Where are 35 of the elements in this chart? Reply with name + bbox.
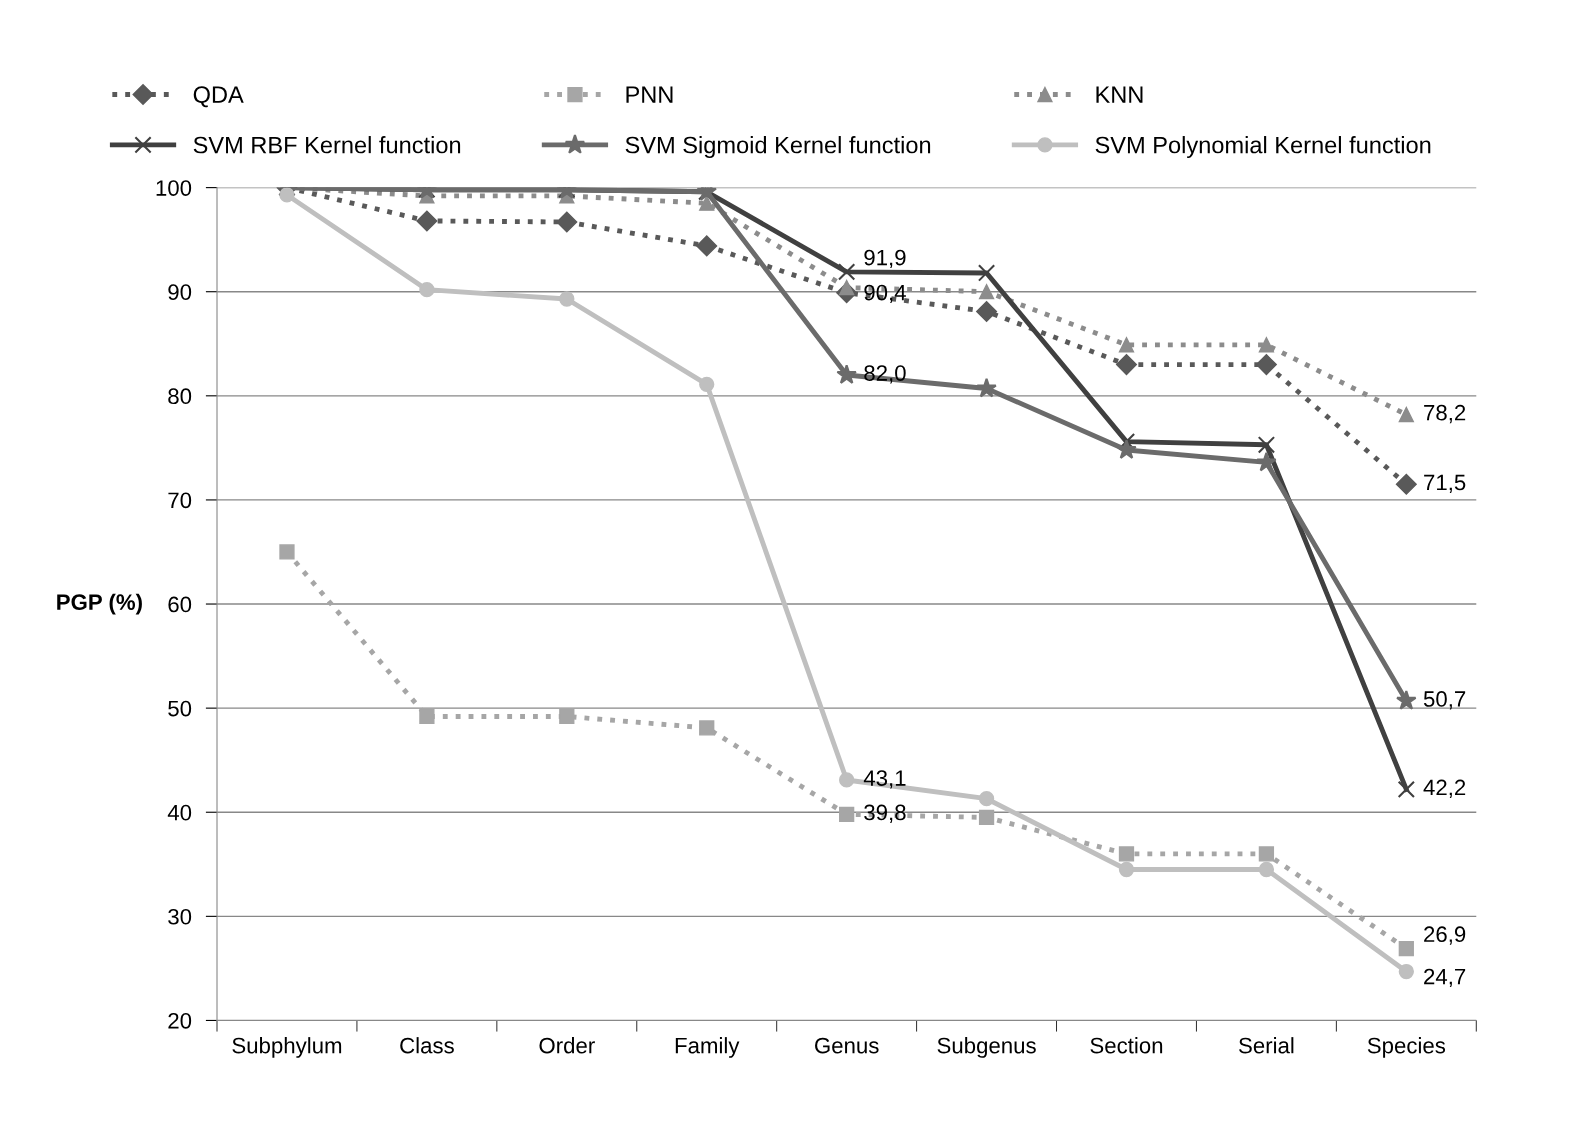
y-tick-label: 70	[168, 492, 192, 509]
data-label: 43,1	[863, 770, 906, 789]
y-tick-label: 30	[168, 908, 192, 925]
x-tick-label: Subgenus	[937, 1037, 1036, 1058]
x-tick-label: Section	[1090, 1037, 1163, 1054]
x-tick-label: Species	[1367, 1037, 1446, 1058]
legend-label: SVM Sigmoid Kernel function	[625, 136, 931, 159]
data-label: 78,2	[1424, 404, 1466, 424]
legend-label: SVM RBF Kernel function	[193, 136, 461, 154]
x-tick-label: Subphylum	[232, 1037, 342, 1058]
y-tick-label: 60	[168, 596, 192, 613]
data-label: 91,9	[864, 249, 906, 269]
x-tick-label: Order	[539, 1037, 595, 1054]
data-label: 26,9	[1424, 926, 1466, 945]
data-label: 71,5	[1424, 474, 1466, 493]
x-tick-label: Family	[675, 1037, 740, 1058]
y-tick-label: 80	[168, 388, 192, 405]
x-tick-label: Serial	[1239, 1037, 1294, 1054]
y-tick-label: 40	[167, 804, 192, 821]
y-tick-label: 100	[156, 180, 192, 196]
legend-label: KNN	[1096, 86, 1143, 103]
y-axis-title: PGP (%)	[57, 593, 142, 615]
y-tick-label: 50	[168, 700, 192, 717]
data-label: 90,4	[864, 284, 906, 304]
y-tick-label: 20	[168, 1012, 192, 1029]
y-tick-label: 90	[168, 284, 192, 300]
legend-label: QDA	[193, 86, 244, 108]
data-label: 50,7	[1423, 691, 1466, 710]
data-label: 24,7	[1424, 968, 1466, 988]
data-label: 42,2	[1423, 779, 1466, 798]
x-tick-label: Genus	[815, 1037, 879, 1054]
data-label: 39,8	[864, 804, 906, 823]
legend-label: PNN	[626, 86, 673, 103]
legend-label: SVM Polynomial Kernel function	[1095, 136, 1431, 159]
x-tick-label: Class	[400, 1037, 454, 1054]
